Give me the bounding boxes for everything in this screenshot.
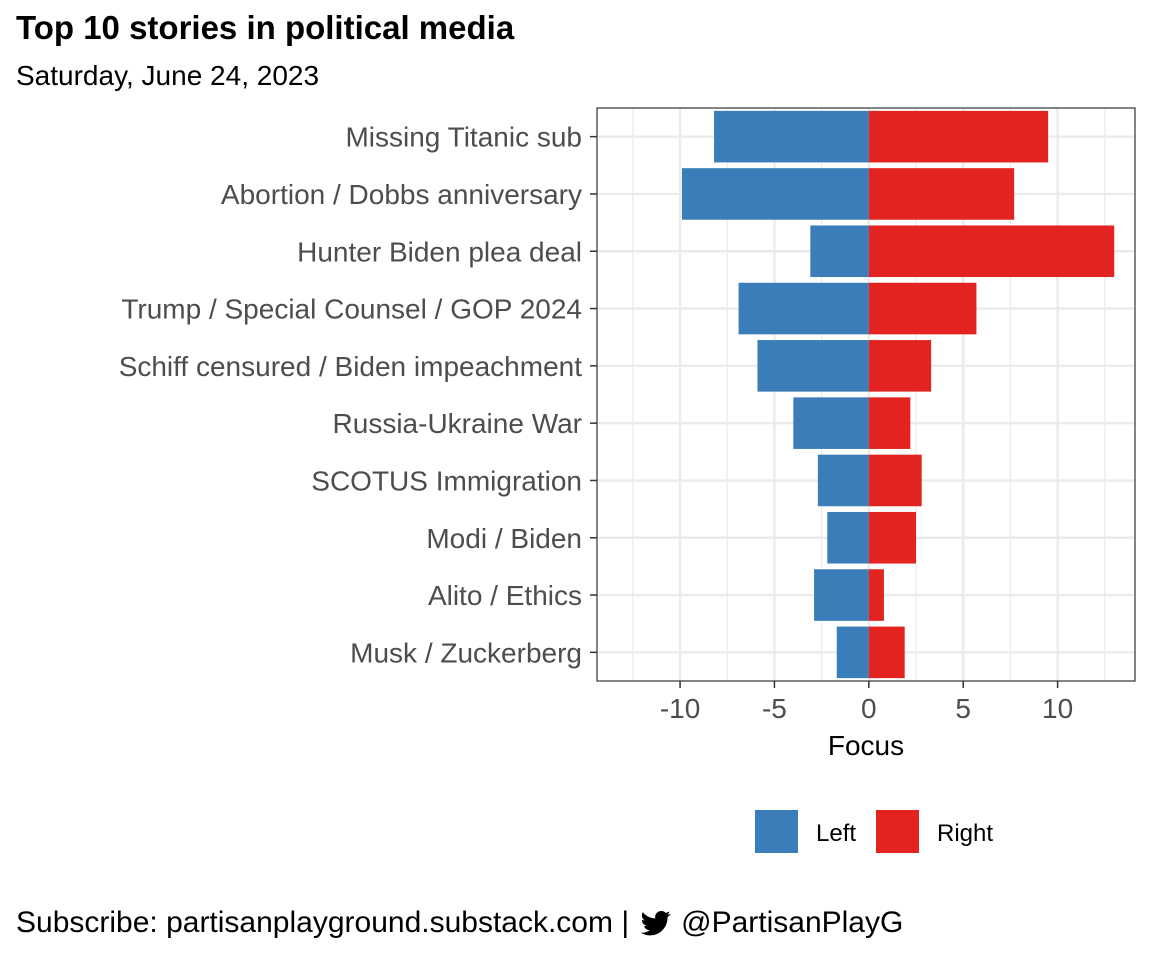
legend-label-left: Left (816, 820, 856, 847)
x-tick-label: 10 (1042, 693, 1073, 724)
footer: Subscribe: partisanplayground.substack.c… (16, 906, 903, 940)
x-tick-label: -5 (762, 693, 787, 724)
y-tick-label: Missing Titanic sub (345, 122, 582, 153)
bar-right (868, 397, 911, 449)
x-tick-label: 0 (861, 693, 877, 724)
bar-right (868, 110, 1049, 163)
chart-title: Top 10 stories in political media (16, 9, 515, 46)
panel-border (596, 107, 1136, 682)
subscribe-text: Subscribe: partisanplayground.substack.c… (16, 906, 630, 939)
y-tick-label: Trump / Special Counsel / GOP 2024 (121, 294, 582, 325)
legend-key-left (755, 810, 798, 853)
bar-left (738, 282, 869, 335)
twitter-handle: @PartisanPlayG (681, 906, 904, 939)
bar-right (868, 511, 917, 564)
y-tick-label: Schiff censured / Biden impeachment (119, 351, 583, 382)
twitter-bird-icon (639, 908, 673, 938)
chart-subtitle: Saturday, June 24, 2023 (16, 60, 320, 91)
bar-right (868, 569, 884, 621)
bar-left (681, 168, 869, 220)
bar-right (868, 626, 905, 679)
bar-right (868, 340, 932, 392)
bar-right (868, 454, 922, 507)
bar-right (868, 225, 1115, 278)
legend-label-right: Right (937, 820, 993, 847)
bar-left (817, 454, 869, 507)
bar-right (868, 168, 1015, 220)
x-axis-title: Focus (828, 730, 904, 761)
y-tick-label: Abortion / Dobbs anniversary (221, 179, 582, 210)
legend-key-right (876, 810, 919, 853)
bar-left (814, 569, 869, 621)
x-tick-label: -10 (660, 693, 700, 724)
y-tick-label: Russia-Ukraine War (333, 408, 582, 439)
y-tick-label: Musk / Zuckerberg (350, 637, 582, 668)
y-tick-label: Hunter Biden plea deal (297, 236, 582, 267)
bar-left (793, 397, 869, 449)
bar-left (827, 511, 869, 564)
bar-left (810, 225, 869, 278)
bar-left (836, 626, 869, 679)
bar-left (757, 340, 869, 392)
bar-right (868, 282, 977, 335)
y-tick-label: Modi / Biden (426, 523, 582, 554)
y-tick-label: SCOTUS Immigration (311, 465, 582, 496)
bar-left (714, 110, 869, 163)
y-tick-label: Alito / Ethics (428, 580, 582, 611)
x-tick-label: 5 (955, 693, 971, 724)
